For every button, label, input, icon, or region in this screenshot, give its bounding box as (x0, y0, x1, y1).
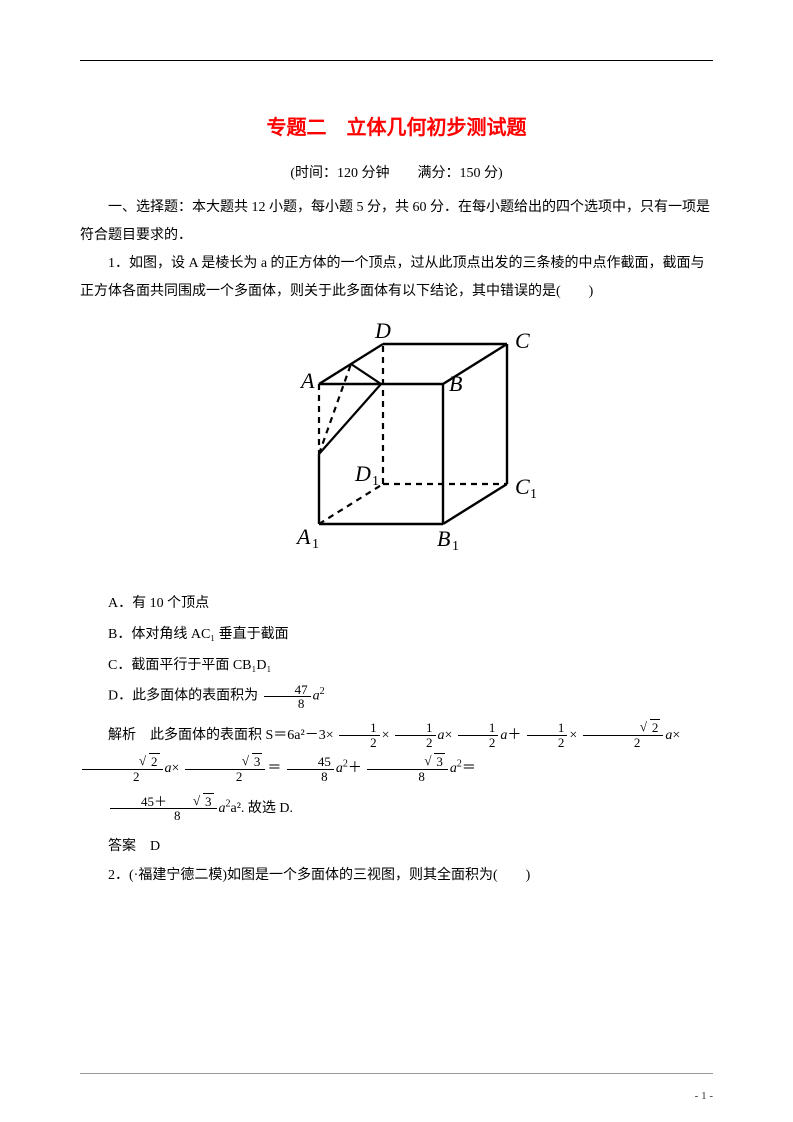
f7: 32 (185, 755, 266, 783)
footer-rule (80, 1073, 713, 1074)
expl-post: a². 故选 D. (231, 801, 294, 816)
svg-text:A: A (299, 368, 315, 393)
page-title: 专题二 立体几何初步测试题 (80, 111, 713, 140)
section-1-instructions: 一、选择题：本大题共 12 小题，每小题 5 分，共 60 分．在每小题给出的四… (80, 194, 713, 250)
meta-time: (时间：120 分钟 (290, 166, 389, 181)
page: 专题二 立体几何初步测试题 (时间：120 分钟 满分：150 分) 一、选择题… (0, 0, 793, 1122)
f4: 12 (527, 721, 568, 749)
frac-den: 8 (264, 697, 311, 711)
q1-explanation-cont: 45＋3 8 a2a². 故选 D. (80, 792, 713, 826)
q1-answer: 答案 D (80, 832, 713, 863)
q1-figure: A B C D A1 B1 C1 D1 (80, 316, 713, 571)
svg-text:D: D (374, 318, 391, 343)
cube-svg: A B C D A1 B1 C1 D1 (227, 316, 567, 566)
svg-text:C: C (515, 474, 530, 499)
q1-optD-prefix: D．此多面体的表面积为 (108, 689, 258, 704)
sq: 2 (320, 686, 325, 697)
svg-text:1: 1 (312, 537, 319, 552)
q1-option-a: A．有 10 个顶点 (80, 589, 713, 620)
svg-text:A: A (295, 524, 311, 549)
svg-text:1: 1 (372, 474, 379, 489)
q1-option-b: B．体对角线 AC₁ 垂直于截面 (80, 620, 713, 651)
top-rule (80, 60, 713, 61)
q1-explanation: 解析 此多面体的表面积 S＝6a²－3× 12× 12a× 12a＋ 12× 2… (80, 719, 713, 786)
q2-stem: 2．(·福建宁德二模)如图是一个多面体的三视图，则其全面积为( ) (80, 862, 713, 890)
q1-option-d: D．此多面体的表面积为 47 8 a2 (80, 681, 713, 712)
q1-stem: 1．如图，设 A 是棱长为 a 的正方体的一个顶点，过从此顶点出发的三条棱的中点… (80, 250, 713, 306)
f6: 22 (82, 755, 163, 783)
q1-option-c: C．截面平行于平面 CB₁D₁ (80, 651, 713, 682)
f5: 22 (583, 721, 664, 749)
page-number: - 1 - (695, 1090, 713, 1102)
a-sq: a (313, 689, 320, 704)
f1: 12 (339, 721, 380, 749)
svg-text:1: 1 (530, 487, 537, 502)
meta-line: (时间：120 分钟 满分：150 分) (80, 162, 713, 182)
frac-num: 47 (264, 683, 311, 698)
expl-prefix: 解析 此多面体的表面积 S＝6a²－3× (108, 728, 334, 743)
f2: 12 (395, 721, 436, 749)
frac-47-8: 47 8 (264, 683, 311, 711)
svg-text:D: D (354, 461, 371, 486)
f3: 12 (458, 721, 499, 749)
svg-text:C: C (515, 328, 530, 353)
final-frac: 45＋3 8 (110, 795, 217, 823)
f8: 458 (287, 755, 334, 783)
meta-score: 满分：150 分) (418, 166, 503, 181)
svg-text:B: B (437, 526, 450, 551)
svg-text:B: B (449, 371, 462, 396)
f9: 38 (367, 755, 448, 783)
svg-text:1: 1 (452, 539, 459, 554)
